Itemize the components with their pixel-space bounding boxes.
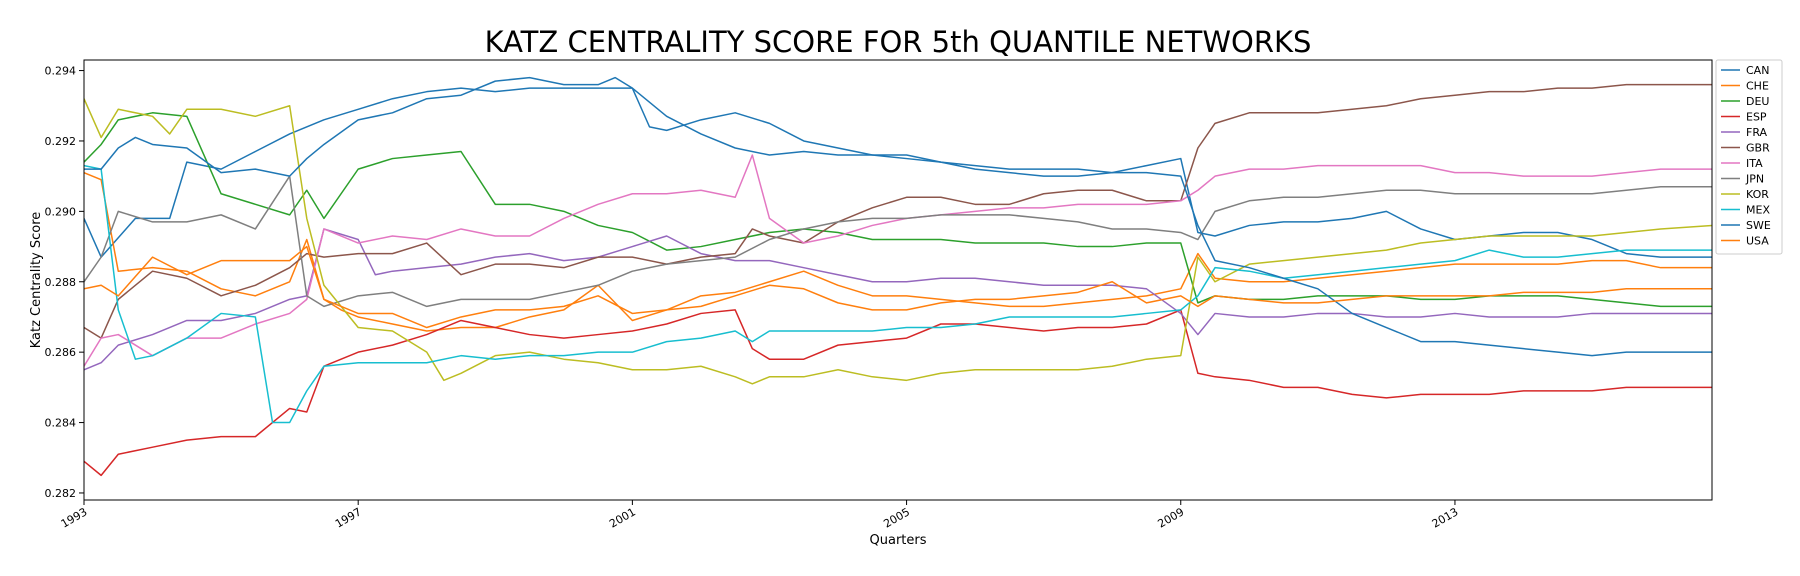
- legend-label: MEX: [1746, 204, 1770, 217]
- y-axis: 0.282 0.284 0.286 0.288 0.290 0.292 0.294: [45, 65, 84, 500]
- legend-label: CAN: [1746, 64, 1769, 77]
- legend-label: KOR: [1746, 188, 1769, 201]
- y-tick-label: 0.284: [45, 417, 77, 430]
- x-tick-label: 2009: [1156, 505, 1187, 530]
- x-tick-label: 1993: [59, 505, 90, 530]
- series-line-ita: [84, 154, 1712, 367]
- y-tick-label: 0.282: [45, 487, 77, 500]
- series-line-fra: [84, 228, 1712, 371]
- series-line-can: [84, 87, 1712, 258]
- y-tick-label: 0.286: [45, 346, 77, 359]
- series-line-jpn: [84, 175, 1712, 308]
- x-axis-label: Quarters: [870, 533, 927, 548]
- legend-label: DEU: [1746, 95, 1769, 108]
- y-tick-label: 0.292: [45, 135, 77, 148]
- legend-box: [1715, 59, 1783, 255]
- chart-title: KATZ CENTRALITY SCORE FOR 5th QUANTILE N…: [485, 25, 1312, 59]
- series-layer: [84, 76, 1712, 477]
- series-line-esp: [84, 309, 1712, 477]
- legend-label: JPN: [1745, 173, 1764, 186]
- series-line-kor: [84, 98, 1712, 385]
- y-tick-label: 0.290: [45, 205, 77, 218]
- plot-frame: [83, 59, 1713, 501]
- series-line-che: [84, 171, 1712, 332]
- legend-label: FRA: [1746, 126, 1768, 139]
- series-line-swe: [84, 76, 1712, 357]
- legend-label: USA: [1746, 235, 1769, 248]
- series-line-gbr: [84, 83, 1712, 339]
- legend-label: GBR: [1746, 142, 1770, 155]
- y-axis-label: Katz Centrality Score: [29, 212, 44, 349]
- x-tick-label: 1997: [333, 505, 364, 530]
- series-line-usa: [84, 245, 1712, 329]
- legend-label: SWE: [1746, 219, 1771, 232]
- legend-label: ESP: [1746, 111, 1767, 124]
- legend-label: CHE: [1746, 80, 1769, 93]
- legend: CAN CHE DEU ESP FRA GBR ITA JPN KOR MEX SWE USA: [1715, 59, 1783, 255]
- series-line-deu: [84, 112, 1712, 308]
- x-tick-label: 2001: [607, 505, 638, 530]
- x-axis: 1993 1997 2001 2005 2009 2013: [59, 500, 1461, 531]
- x-tick-label: 2013: [1430, 505, 1461, 530]
- legend-label: ITA: [1746, 157, 1763, 170]
- y-tick-label: 0.288: [45, 276, 77, 289]
- series-line-mex: [84, 164, 1712, 424]
- x-tick-label: 2005: [881, 505, 912, 530]
- y-tick-label: 0.294: [45, 65, 77, 78]
